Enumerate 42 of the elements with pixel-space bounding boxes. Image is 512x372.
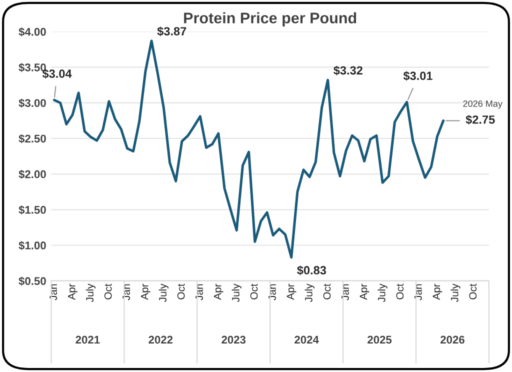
text: 2024 <box>294 336 319 344</box>
y-tick-label: $2.50 <box>18 134 46 144</box>
text: 2026 <box>440 336 464 344</box>
x-tick-label: July <box>450 284 460 302</box>
x-tick-label: Oct <box>323 284 331 300</box>
data-label: $2.75 <box>466 114 495 125</box>
x-tick-label: Oct <box>396 284 404 300</box>
chart-title: Protein Price per Pound <box>184 12 356 26</box>
x-tick-label: Oct <box>250 284 258 300</box>
y-tick-label: $2.00 <box>18 170 46 179</box>
data-label: $3.87 <box>157 26 186 36</box>
y-tick-label: $0.50 <box>18 276 46 286</box>
x-tick-label: Oct <box>177 284 185 300</box>
y-tick-label: $4.00 <box>18 27 46 36</box>
x-tick-label: Jan <box>268 284 276 300</box>
text: 2025 <box>368 336 392 344</box>
annotation: 2026 May <box>463 100 502 109</box>
x-tick-label: Apr <box>214 284 224 300</box>
x-tick-label: July <box>86 284 96 302</box>
x-tick-label: Apr <box>360 284 370 300</box>
x-tick-label: Apr <box>286 284 296 300</box>
data-label: $0.83 <box>297 266 326 276</box>
text: 2022 <box>148 336 173 344</box>
y-tick-label: $3.00 <box>18 98 46 108</box>
x-tick-label: July <box>378 284 388 302</box>
x-tick-label: Apr <box>68 284 78 300</box>
x-tick-label: July <box>304 284 314 302</box>
x-tick-label: Jan <box>50 284 58 300</box>
x-tick-label: July <box>158 284 169 302</box>
y-tick-label: $1.00 <box>18 241 46 250</box>
text: 2023 <box>222 336 246 344</box>
x-tick-label: Jan <box>196 284 203 300</box>
x-tick-label: July <box>232 284 242 302</box>
x-tick-label: Apr <box>432 284 442 300</box>
data-label: $3.01 <box>403 71 432 81</box>
data-label: $3.32 <box>334 66 362 76</box>
x-tick-label: Apr <box>140 284 150 300</box>
x-tick-label: Oct <box>104 284 112 300</box>
y-tick-label: $1.50 <box>18 205 46 214</box>
x-tick-label: Oct <box>469 284 477 300</box>
x-tick-label: Jan <box>122 284 130 300</box>
text: 2021 <box>76 336 100 344</box>
